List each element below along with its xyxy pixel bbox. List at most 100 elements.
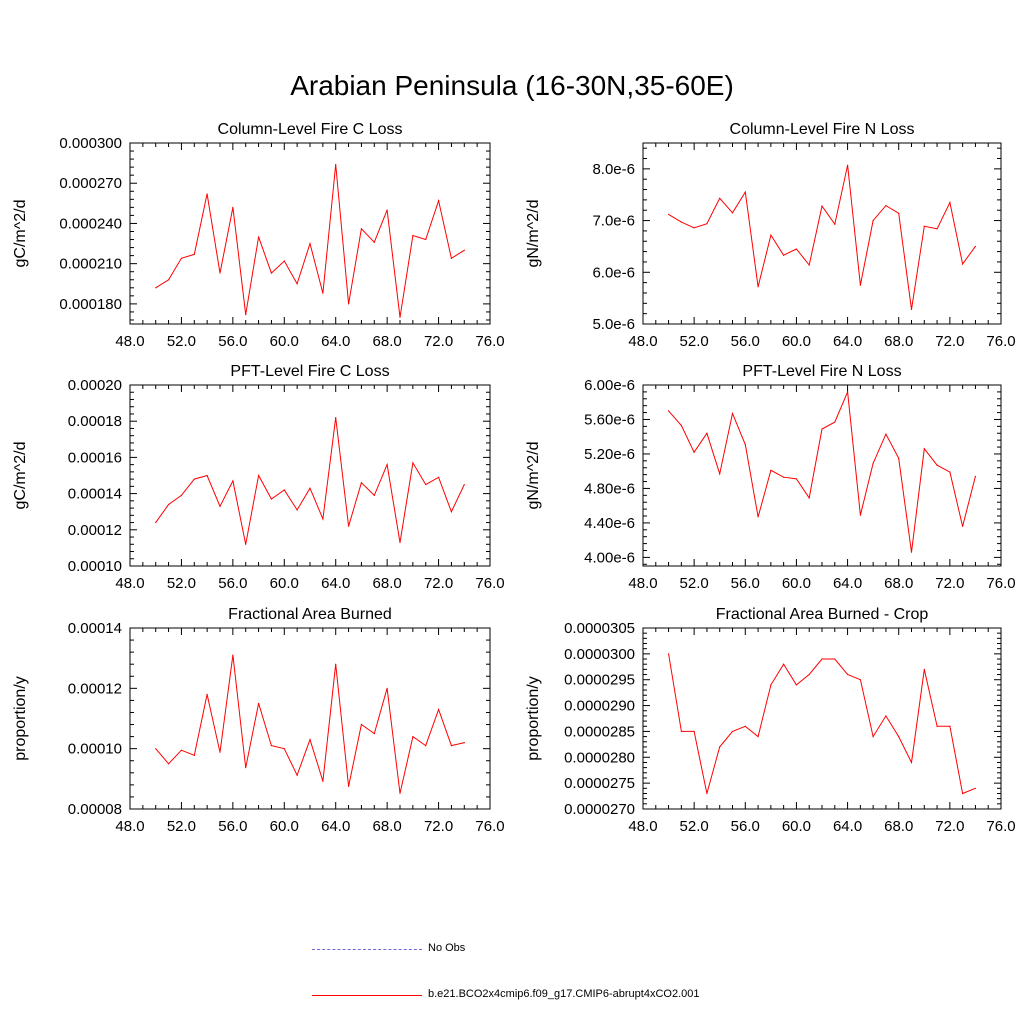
data-point — [821, 428, 823, 430]
data-point — [180, 749, 183, 751]
y-axis-label: gC/m^2/d — [12, 200, 29, 268]
y-axis-label: gC/m^2/d — [12, 442, 29, 510]
x-tick-label: 56.0 — [731, 333, 760, 350]
y-tick-label: 0.000300 — [59, 135, 122, 152]
data-point — [693, 451, 695, 453]
data-point — [463, 742, 465, 744]
series-line — [155, 417, 465, 545]
x-tick-label: 68.0 — [373, 333, 402, 350]
panel-title: PFT-Level Fire C Loss — [230, 363, 389, 380]
x-tick-label: 72.0 — [424, 818, 453, 835]
x-tick-label: 60.0 — [782, 575, 811, 592]
data-point — [936, 464, 938, 466]
data-point — [808, 264, 810, 266]
page-title: Arabian Peninsula (16-30N,35-60E) — [290, 70, 734, 101]
y-tick-label: 5.0e-6 — [592, 316, 635, 333]
data-point — [974, 475, 977, 477]
data-point — [949, 201, 951, 204]
x-tick-label: 56.0 — [218, 333, 247, 350]
x-tick-label: 60.0 — [782, 818, 811, 835]
data-point — [936, 725, 938, 727]
x-tick-label: 68.0 — [884, 333, 913, 350]
data-point — [706, 432, 708, 434]
y-tick-label: 0.0000305 — [564, 620, 635, 637]
data-point — [206, 474, 208, 477]
data-point — [719, 473, 721, 475]
x-tick-label: 52.0 — [680, 333, 709, 350]
data-point — [962, 792, 964, 795]
data-point — [399, 316, 401, 318]
y-tick-label: 6.0e-6 — [592, 264, 635, 281]
y-tick-label: 0.00014 — [68, 486, 122, 503]
data-point — [270, 745, 273, 747]
y-tick-label: 0.00016 — [68, 449, 122, 466]
y-tick-label: 7.0e-6 — [592, 213, 635, 230]
data-point — [270, 498, 273, 500]
plot-frame — [642, 142, 1002, 325]
data-point — [667, 213, 670, 215]
data-point — [949, 725, 951, 727]
series-line — [668, 391, 976, 553]
x-tick-label: 64.0 — [321, 333, 350, 350]
data-point — [463, 483, 465, 486]
data-point — [360, 482, 363, 484]
data-point — [846, 391, 849, 393]
x-tick-label: 56.0 — [218, 575, 247, 592]
data-point — [898, 736, 900, 738]
data-point — [757, 736, 759, 738]
data-point — [783, 476, 785, 478]
data-point — [962, 263, 964, 265]
data-point — [463, 249, 465, 251]
y-tick-label: 0.00008 — [68, 801, 122, 818]
y-tick-label: 5.20e-6 — [584, 446, 635, 463]
data-point — [335, 663, 337, 665]
data-point — [795, 248, 798, 250]
data-point — [706, 223, 708, 225]
y-tick-label: 6.00e-6 — [584, 377, 635, 394]
data-point — [386, 687, 388, 689]
x-tick-label: 64.0 — [321, 818, 350, 835]
x-tick-label: 52.0 — [680, 818, 709, 835]
data-point — [962, 525, 964, 527]
x-tick-label: 76.0 — [475, 333, 504, 350]
data-point — [412, 736, 414, 738]
data-point — [834, 421, 836, 423]
data-point — [783, 254, 785, 256]
plot-frame — [129, 142, 491, 325]
data-point — [283, 489, 285, 491]
legend-obs-label: No Obs — [428, 942, 466, 954]
y-axis-label: proportion/y — [525, 676, 542, 761]
data-point — [322, 292, 324, 294]
y-tick-label: 0.0000290 — [564, 698, 635, 715]
data-point — [373, 732, 375, 735]
x-tick-label: 48.0 — [115, 333, 144, 350]
y-tick-label: 0.000180 — [59, 296, 122, 313]
panel-title: Fractional Area Burned - Crop — [716, 606, 929, 623]
x-tick-label: 72.0 — [935, 818, 964, 835]
data-point — [898, 457, 900, 459]
data-point — [412, 462, 414, 464]
x-tick-label: 68.0 — [884, 575, 913, 592]
legend-model-line — [312, 995, 422, 996]
data-point — [859, 284, 861, 286]
x-tick-label: 64.0 — [833, 575, 862, 592]
x-tick-label: 56.0 — [218, 818, 247, 835]
legend-model-label: b.e21.BCO2x4cmip6.f09_g17.CMIP6-abrupt4x… — [428, 988, 700, 1000]
x-tick-label: 76.0 — [475, 575, 504, 592]
x-tick-label: 76.0 — [475, 818, 504, 835]
data-point — [744, 443, 746, 446]
data-point — [757, 516, 759, 518]
panel-title: Fractional Area Burned — [228, 606, 392, 623]
plot-frame — [642, 384, 1002, 567]
data-point — [731, 212, 734, 214]
x-tick-label: 52.0 — [167, 818, 196, 835]
data-point — [193, 754, 195, 756]
x-tick-label: 48.0 — [115, 818, 144, 835]
x-tick-label: 48.0 — [628, 333, 657, 350]
data-point — [180, 494, 183, 497]
data-point — [257, 702, 260, 705]
data-point — [245, 767, 247, 769]
series-line — [668, 653, 976, 795]
y-axis-label: gN/m^2/d — [525, 442, 542, 510]
data-point — [450, 511, 453, 513]
